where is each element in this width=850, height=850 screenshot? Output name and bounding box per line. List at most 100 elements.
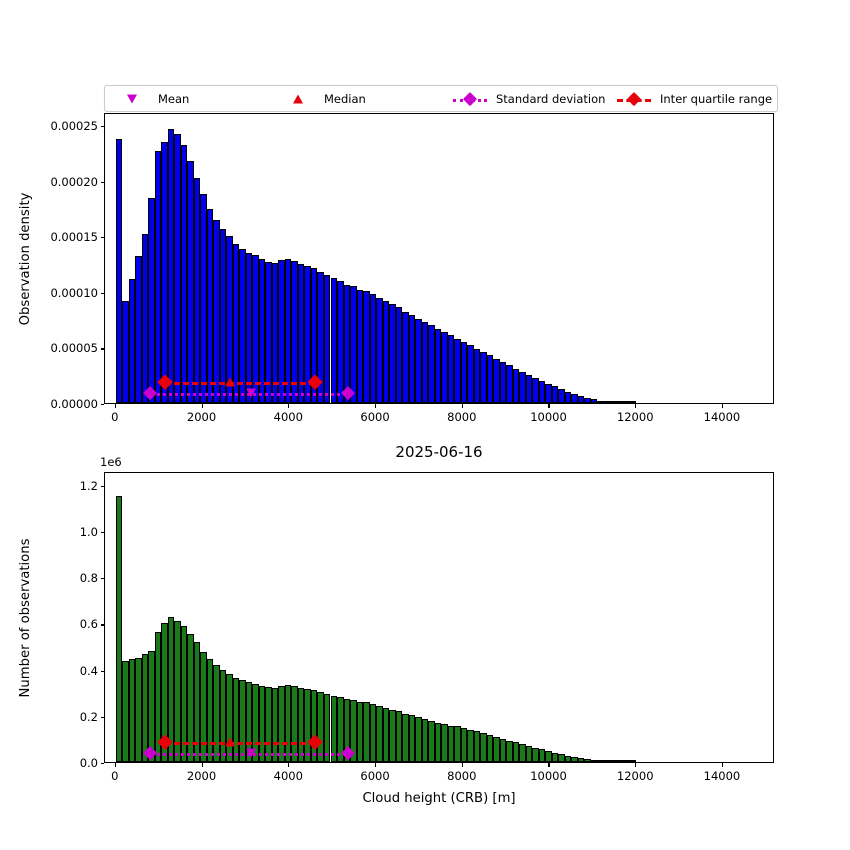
histogram-bar (629, 760, 637, 762)
histogram-bar (356, 701, 364, 762)
y-axis-tick-label: 0.4 (79, 663, 98, 678)
histogram-bar (226, 236, 233, 403)
x-axis-tick (548, 763, 550, 767)
x-axis-tick-label: 14000 (703, 410, 741, 424)
histogram-bar (356, 289, 364, 403)
histogram-bar (577, 396, 585, 403)
histogram-bar (480, 733, 487, 762)
histogram-bar (317, 271, 324, 403)
histogram-bar (115, 496, 123, 762)
y-axis-tick-label: 0.00010 (50, 285, 98, 300)
histogram-bar (395, 711, 403, 762)
histogram-bar (460, 341, 468, 403)
histogram-bar (304, 689, 311, 762)
histogram-bar (571, 756, 578, 762)
histogram-bar (180, 145, 188, 403)
histogram-bar (590, 399, 598, 403)
histogram-bar (551, 752, 559, 762)
y-axis-tick (100, 763, 104, 765)
histogram-bar (122, 661, 129, 762)
histogram-bar (525, 746, 533, 762)
histogram-bar (525, 375, 533, 403)
histogram-bar (629, 401, 637, 403)
histogram-bar (200, 194, 207, 403)
y-axis-tick (100, 292, 104, 295)
y-axis-tick-label: 0.00025 (50, 119, 98, 134)
histogram-bar (623, 401, 630, 403)
histogram-bar (148, 197, 155, 403)
histogram-bar (558, 389, 565, 403)
histogram-bar (434, 722, 442, 762)
histogram-bar (538, 749, 546, 762)
histogram-bar (584, 397, 591, 403)
histogram-bar (141, 234, 149, 403)
y-axis-tick (100, 404, 104, 406)
mean-marker (245, 388, 256, 398)
histogram-bar (187, 160, 194, 403)
y-axis-tick (100, 237, 104, 239)
x-axis-tick (288, 763, 290, 767)
histogram-bar (408, 715, 416, 762)
histogram-bar (499, 361, 507, 403)
x-axis-tick (548, 404, 550, 408)
histogram-bar (323, 275, 331, 403)
x-axis-tick (375, 763, 377, 767)
legend-item-inter-quartile-range[interactable]: Inter quartile range (617, 86, 772, 111)
histogram-bar (330, 277, 337, 403)
legend-marker (127, 94, 137, 103)
histogram-bar (532, 378, 539, 403)
histogram-bar (473, 731, 481, 762)
x-axis-label: Cloud height (CRB) [m] (362, 791, 516, 806)
histogram-bar (441, 331, 448, 403)
histogram-bar (610, 760, 617, 762)
histogram-bar (310, 690, 318, 762)
legend-item-mean[interactable]: Mean (115, 86, 189, 111)
x-axis-tick (375, 404, 377, 408)
histogram-bar (161, 623, 168, 762)
histogram-bar (343, 699, 350, 762)
x-axis-tick (721, 763, 724, 767)
histogram-bar (232, 244, 240, 403)
y-axis-tick (100, 624, 104, 626)
histogram-bar (154, 150, 162, 403)
histogram-bar (493, 736, 500, 762)
y-axis-tick (100, 670, 104, 672)
legend-item-standard-deviation[interactable]: Standard deviation (453, 86, 605, 111)
x-axis-tick-label: 10000 (530, 410, 567, 424)
histogram-bar (584, 759, 591, 762)
histogram-bar (389, 304, 396, 403)
histogram-bar (454, 338, 461, 403)
histogram-bar (343, 285, 350, 403)
axes-number-of-observations (104, 472, 774, 763)
chart-title: 2025-06-16 (395, 443, 483, 461)
legend-item-median[interactable]: Median (281, 86, 366, 111)
triangle-up-icon (281, 91, 315, 107)
histogram-bar (376, 297, 383, 403)
histogram-bar (206, 208, 214, 403)
x-axis-tick (114, 763, 116, 767)
histogram-bar (480, 351, 487, 403)
histogram-bar (278, 259, 285, 403)
legend: Mean Median Standard deviation Inter quarti… (104, 85, 778, 112)
histogram-bar (271, 263, 279, 403)
histogram-bar (512, 368, 520, 403)
histogram-bar (493, 358, 500, 403)
y-axis-tick-label: 0.8 (79, 571, 98, 586)
x-axis-tick-label: 8000 (447, 410, 477, 424)
x-axis-tick-label: 4000 (273, 769, 303, 783)
x-axis-tick (635, 763, 637, 767)
histogram-bar (616, 401, 624, 403)
x-axis-tick (201, 763, 203, 767)
histogram-bar (415, 717, 422, 762)
histogram-bar (363, 290, 370, 403)
histogram-bar (154, 631, 162, 762)
histogram-bar (239, 680, 246, 762)
median-marker (225, 377, 236, 387)
inter-quartile-range-line (165, 742, 315, 746)
histogram-bar (135, 657, 142, 762)
histogram-bar (460, 727, 468, 762)
histogram-bar (252, 683, 259, 762)
legend-label: Inter quartile range (660, 91, 773, 106)
x-axis-tick-label: 2000 (186, 769, 217, 783)
histogram-bar (486, 734, 494, 762)
